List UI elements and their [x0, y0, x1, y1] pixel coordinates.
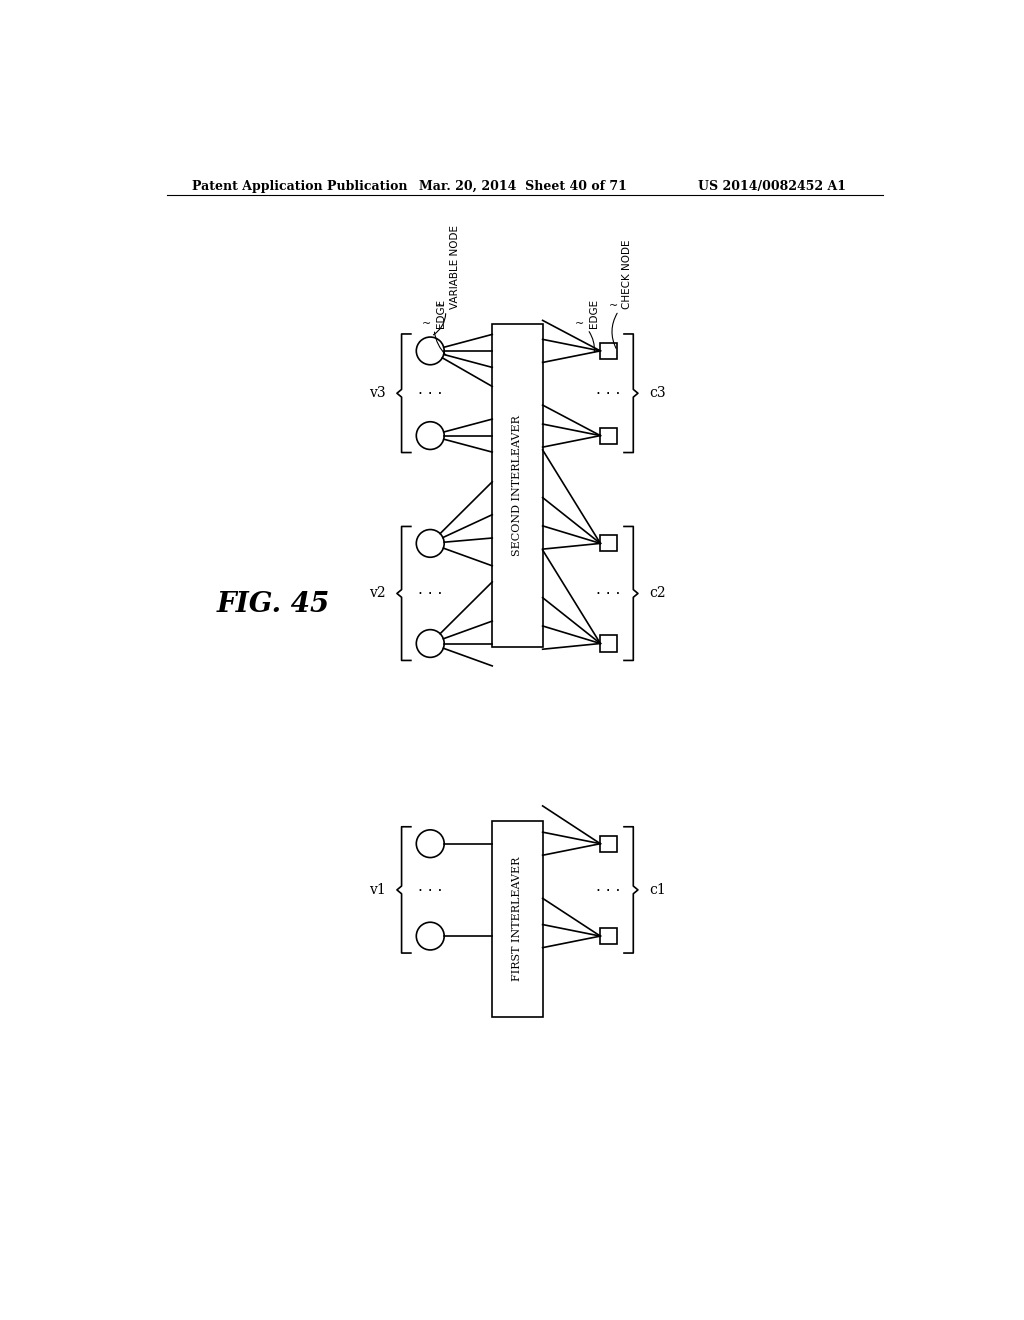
- Text: . . .: . . .: [596, 879, 621, 894]
- Text: ~: ~: [608, 301, 617, 312]
- Text: . . .: . . .: [418, 879, 442, 894]
- Text: Patent Application Publication: Patent Application Publication: [191, 180, 408, 193]
- Text: c3: c3: [649, 387, 666, 400]
- Bar: [600, 343, 616, 359]
- Bar: [493, 821, 543, 1016]
- Text: c2: c2: [649, 586, 666, 601]
- Text: . . .: . . .: [418, 582, 442, 597]
- Bar: [600, 428, 616, 444]
- Text: c1: c1: [649, 883, 666, 896]
- Text: . . .: . . .: [596, 381, 621, 397]
- Bar: [600, 536, 616, 552]
- Text: US 2014/0082452 A1: US 2014/0082452 A1: [697, 180, 846, 193]
- Text: VARIABLE NODE: VARIABLE NODE: [450, 224, 460, 309]
- Text: SECOND INTERLEAVER: SECOND INTERLEAVER: [512, 416, 522, 556]
- Text: v3: v3: [369, 387, 385, 400]
- Text: ~: ~: [435, 301, 445, 312]
- Text: ~: ~: [422, 319, 431, 330]
- Text: FIRST INTERLEAVER: FIRST INTERLEAVER: [512, 857, 522, 981]
- Text: EDGE: EDGE: [435, 298, 445, 327]
- Text: v2: v2: [369, 586, 385, 601]
- Bar: [600, 928, 616, 944]
- Bar: [493, 323, 543, 647]
- Bar: [600, 836, 616, 851]
- Bar: [600, 635, 616, 652]
- Text: v1: v1: [369, 883, 385, 896]
- Text: EDGE: EDGE: [589, 298, 599, 327]
- Text: . . .: . . .: [596, 582, 621, 597]
- Text: FIG. 45: FIG. 45: [217, 591, 331, 619]
- Text: ~: ~: [575, 319, 585, 330]
- Text: CHECK NODE: CHECK NODE: [623, 239, 633, 309]
- Text: Mar. 20, 2014  Sheet 40 of 71: Mar. 20, 2014 Sheet 40 of 71: [419, 180, 627, 193]
- Text: . . .: . . .: [418, 381, 442, 397]
